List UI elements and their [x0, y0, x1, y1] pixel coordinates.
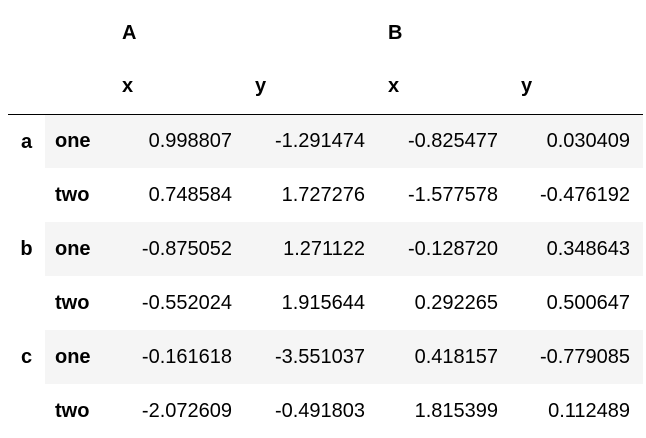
cell: -0.875052	[112, 222, 245, 276]
column-group: B	[388, 21, 403, 44]
header-row: x y x y	[8, 60, 644, 115]
cell: 0.500647	[546, 291, 631, 314]
blank	[45, 60, 112, 115]
row-header: two	[55, 291, 90, 314]
table-body: a one 0.998807 -1.291474 -0.825477 0.030409 tw…	[8, 114, 644, 438]
cell: 0.748584	[148, 183, 232, 206]
row-header: one	[45, 330, 112, 384]
blank	[8, 60, 45, 115]
table-row: two -0.552024 1.915644 0.292265 0.500647	[8, 276, 643, 330]
column-header: y	[245, 60, 379, 115]
cell: -3.551037	[245, 330, 379, 384]
column-header: x	[378, 60, 512, 115]
blank	[45, 6, 112, 60]
cell: 1.727276	[281, 183, 366, 206]
column-group: A	[122, 21, 137, 44]
cell: 0.998807	[112, 114, 245, 168]
table-row: a one 0.998807 -1.291474 -0.825477 0.030409	[8, 114, 644, 168]
table-row: b one -0.875052 1.271122 -0.128720 0.348643	[8, 222, 644, 276]
row-group: c	[20, 346, 33, 368]
table-row: two -2.072609 -0.491803 1.815399 0.112489	[8, 384, 643, 438]
cell: -0.825477	[378, 114, 512, 168]
cell: -0.476192	[539, 183, 631, 206]
cell: -1.577578	[407, 183, 499, 206]
table-row: c one -0.161618 -3.551037 0.418157 -0.779085	[8, 330, 644, 384]
table-header: A B x y x y	[8, 6, 644, 115]
cell: -0.779085	[511, 330, 644, 384]
row-group: b	[20, 238, 33, 260]
row-header: one	[45, 114, 112, 168]
cell: 0.292265	[414, 291, 499, 314]
cell: -0.491803	[274, 399, 366, 422]
cell: -0.552024	[141, 291, 232, 314]
column-header: y	[511, 60, 644, 115]
table-row: two 0.748584 1.727276 -1.577578 -0.476192	[8, 168, 643, 222]
cell: 1.915644	[281, 291, 366, 314]
row-header: one	[45, 222, 112, 276]
cell: 0.418157	[378, 330, 512, 384]
cell: 1.815399	[414, 399, 499, 422]
row-header: two	[55, 183, 90, 206]
cell: -1.291474	[245, 114, 379, 168]
column-header: x	[112, 60, 245, 115]
cell: 0.112489	[548, 399, 631, 422]
header-row: A B	[8, 6, 643, 60]
row-group: a	[20, 130, 33, 153]
row-header: two	[55, 399, 90, 422]
cell: -0.161618	[112, 330, 245, 384]
cell: -2.072609	[141, 399, 232, 422]
blank	[8, 6, 45, 60]
cell: -0.128720	[378, 222, 512, 276]
cell: 0.348643	[511, 222, 644, 276]
cell: 1.271122	[245, 222, 379, 276]
dataframe: A B x y x y a one 0.998807 -1.291474 -0.8254…	[8, 6, 644, 438]
cell: 0.030409	[511, 114, 644, 168]
